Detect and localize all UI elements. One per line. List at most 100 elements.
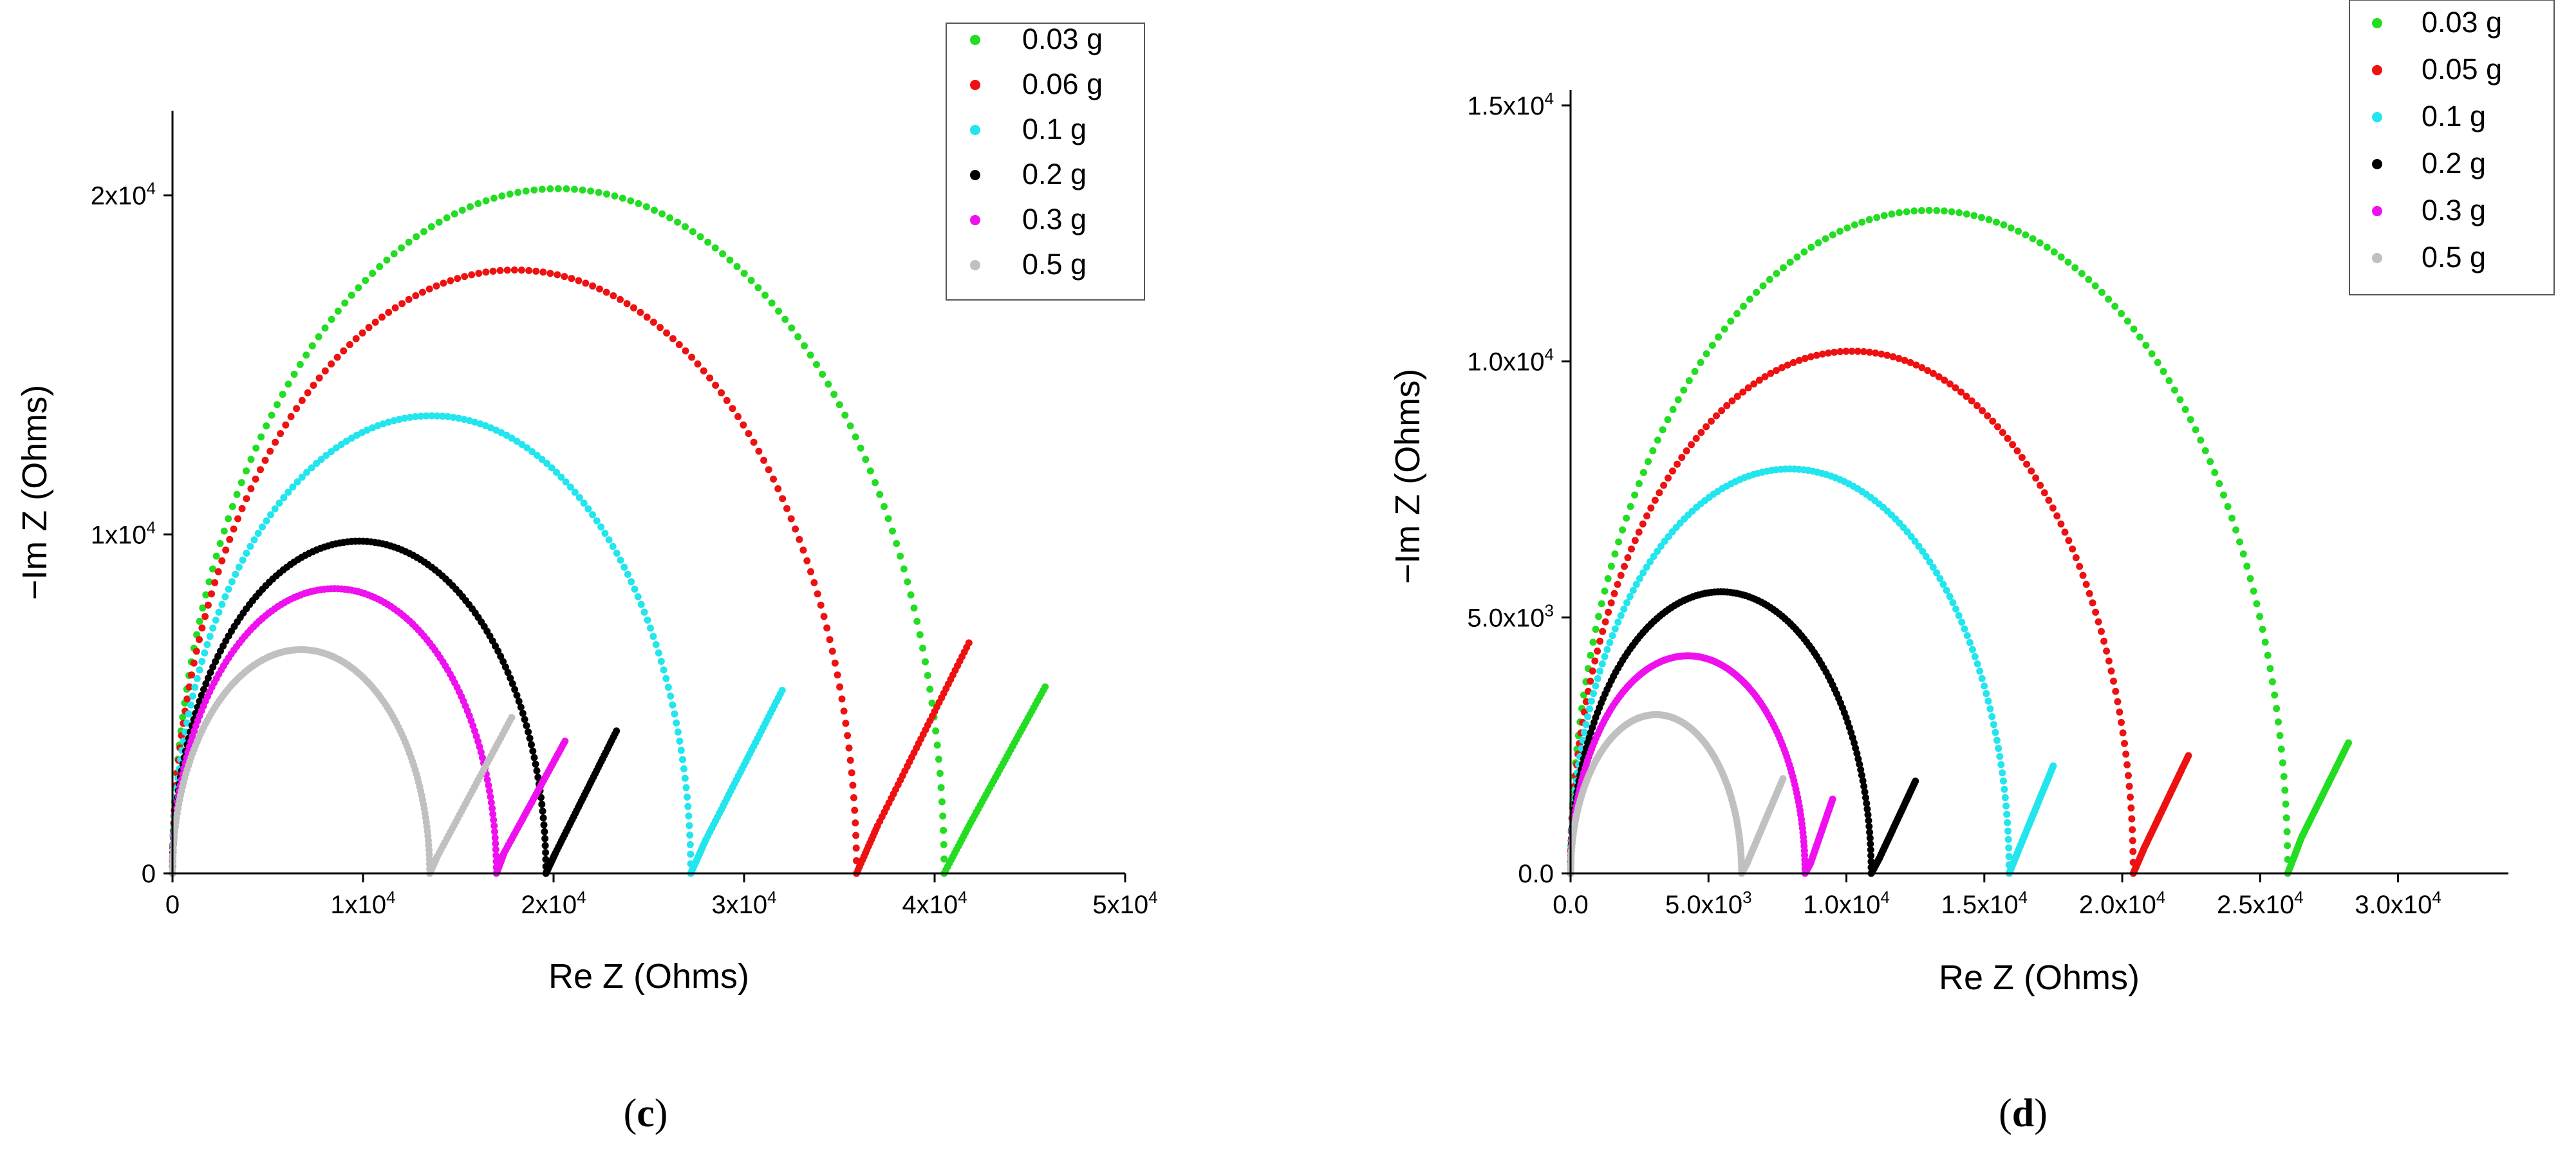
data-point [1952, 384, 1959, 392]
data-point [352, 335, 360, 342]
data-point [1801, 355, 1809, 362]
data-point [1647, 504, 1655, 512]
data-point [1659, 426, 1666, 434]
data-point [801, 342, 808, 349]
data-point [1903, 208, 1910, 216]
legend-label: 0.2 g [1022, 158, 1087, 191]
data-point [209, 663, 217, 671]
data-point [846, 756, 854, 764]
panel-c-chart: 0 1x104 2x104 3x104 4x104 5x104 0 1x104 2x104 R… [15, 23, 1158, 1135]
data-point [2053, 512, 2061, 520]
data-point [1703, 350, 1710, 358]
data-point [1784, 361, 1791, 369]
data-point [605, 536, 613, 544]
data-point [1910, 207, 1918, 215]
data-point [1813, 351, 1820, 359]
x-tick-label: 1.0x104 [1803, 888, 1890, 919]
data-point [422, 412, 430, 420]
data-point [2128, 815, 2136, 823]
data-point [1955, 209, 1963, 216]
data-point [498, 192, 506, 200]
data-point [333, 353, 341, 361]
data-point [787, 515, 795, 523]
data-point [365, 324, 373, 331]
data-point [840, 707, 848, 715]
data-point [2243, 563, 2251, 570]
data-point [391, 304, 399, 312]
data-point [1621, 563, 1628, 570]
data-point [1721, 325, 1728, 333]
data-point [487, 793, 494, 801]
data-point [214, 568, 222, 575]
data-point [674, 728, 682, 736]
data-point [1818, 350, 1826, 358]
data-point [1999, 769, 2006, 777]
data-point [218, 600, 226, 608]
data-point [845, 744, 853, 752]
data-point [483, 776, 491, 783]
data-point [652, 641, 660, 648]
data-point [206, 633, 214, 640]
data-point [842, 720, 850, 727]
data-point [937, 784, 945, 792]
legend-marker [970, 125, 980, 135]
data-point [1643, 563, 1650, 571]
data-point [398, 300, 406, 308]
data-point [1614, 619, 1622, 626]
data-point [499, 658, 507, 665]
data-point [940, 855, 948, 863]
y-tick-label: 1x104 [91, 517, 156, 549]
data-point [518, 266, 525, 274]
data-point [557, 473, 565, 481]
data-point [770, 475, 777, 483]
data-point [508, 714, 516, 721]
panel-c-y-axis-label: −Im Z (Ohms) [15, 385, 54, 600]
data-point [257, 466, 264, 474]
data-point [187, 701, 194, 709]
data-point [440, 279, 447, 287]
data-point [774, 485, 782, 492]
data-point [1860, 783, 1868, 790]
data-point [2281, 786, 2289, 794]
data-point [1853, 750, 1861, 758]
data-point [1746, 295, 1753, 303]
data-point [2005, 853, 2013, 861]
data-point [2283, 828, 2291, 835]
data-point [328, 360, 335, 368]
data-point [1933, 207, 1941, 214]
data-point [1683, 447, 1690, 455]
data-point [688, 353, 696, 361]
data-point [489, 267, 497, 275]
data-point [1993, 736, 2001, 744]
data-point [294, 478, 301, 486]
data-point [676, 738, 684, 745]
data-point [881, 503, 888, 510]
data-point [1611, 625, 1619, 633]
data-point [1656, 489, 1663, 497]
data-point [823, 624, 831, 632]
data-point [1594, 675, 1601, 682]
data-point [1895, 355, 1903, 362]
data-point [285, 380, 292, 388]
data-point [876, 490, 884, 498]
data-point [1635, 528, 1643, 536]
data-point [2129, 848, 2137, 855]
data-point [562, 478, 570, 486]
data-point [828, 647, 836, 655]
data-point [1626, 593, 1634, 600]
data-point [517, 703, 525, 711]
data-point [2136, 333, 2143, 341]
data-point [928, 699, 936, 707]
data-point [1610, 590, 1618, 597]
data-point [532, 760, 539, 768]
data-point [546, 185, 554, 192]
data-point [478, 754, 486, 761]
data-point [503, 431, 510, 439]
data-point [1590, 690, 1597, 698]
data-point [2023, 460, 2031, 468]
data-point [212, 617, 219, 624]
data-point [1958, 619, 1966, 626]
data-point [657, 658, 665, 665]
data-point [630, 304, 637, 312]
data-point [525, 266, 533, 274]
